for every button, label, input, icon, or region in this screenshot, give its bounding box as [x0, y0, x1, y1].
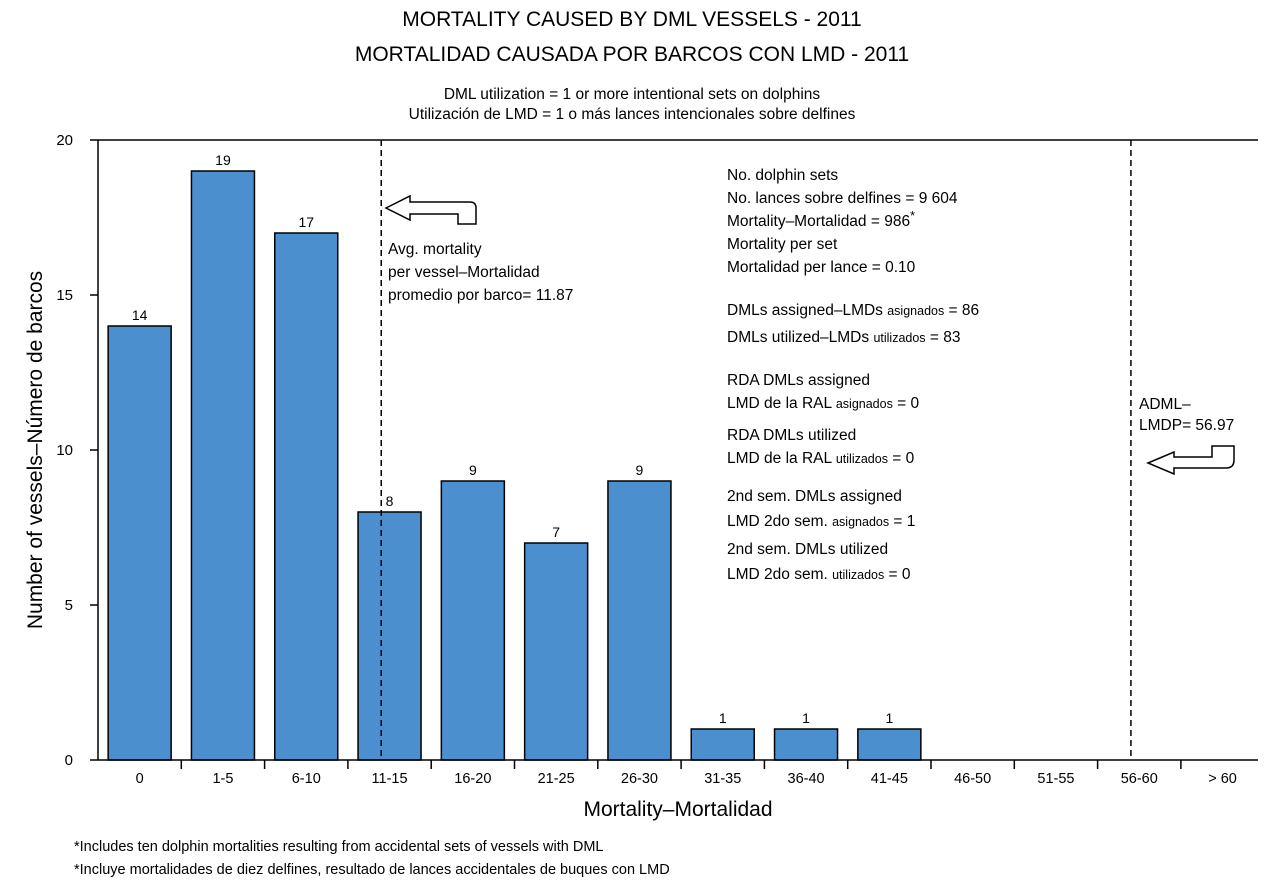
bar: [607, 480, 672, 761]
data-label: 17: [298, 214, 314, 230]
avg-mortality-annotation: Avg. mortality per vessel–Mortalidad pro…: [384, 194, 573, 304]
avg-mortality-label-2: per vessel–Mortalidad: [388, 264, 540, 281]
y-axis-title: Number of vessels–Número de barcos: [24, 271, 47, 629]
data-label: 7: [552, 524, 560, 540]
x-tick-label: 11-15: [372, 771, 408, 787]
adml-annotation: ADML– LMDP= 56.97: [1139, 396, 1235, 476]
data-label: 19: [215, 152, 231, 168]
adml-label-1: ADML–: [1139, 396, 1191, 413]
stats-2nd-sem-assigned-en: 2nd sem. DMLs assigned: [727, 488, 902, 505]
stats-mortality: Mortality–Mortalidad = 986*: [727, 209, 915, 230]
data-label: 9: [636, 462, 644, 478]
stats-rda-utilized-es: LMD de la RAL utilizados = 0: [727, 450, 915, 467]
x-tick-label: 1-5: [212, 771, 233, 787]
y-tick-label: 0: [65, 752, 73, 769]
x-tick-label: 31-35: [704, 771, 741, 787]
x-tick-label: 36-40: [788, 771, 825, 787]
avg-mortality-label-1: Avg. mortality: [388, 241, 482, 258]
stats-2nd-sem-utilized-es: LMD 2do sem. utilizados = 0: [727, 566, 911, 583]
avg-mortality-label-3: promedio por barco= 11.87: [388, 287, 573, 304]
bar: [190, 170, 256, 761]
data-label: 1: [885, 710, 893, 726]
bar: [690, 728, 755, 761]
x-tick-label: 16-20: [454, 771, 491, 787]
stats-mortality-per-set-es: Mortalidad per lance = 0.10: [727, 259, 916, 276]
stats-rda-utilized-en: RDA DMLs utilized: [727, 427, 856, 444]
stats-dmls-assigned: DMLs assigned–LMDs asignados = 86: [727, 302, 979, 319]
x-tick-label: 6-10: [292, 771, 321, 787]
stats-dmls-utilized: DMLs utilized–LMDs utilizados = 83: [727, 329, 960, 346]
y-tick-label: 20: [56, 132, 73, 149]
data-label: 14: [132, 307, 148, 323]
bar: [274, 232, 339, 761]
x-axis-title: Mortality–Mortalidad: [583, 798, 772, 821]
y-tick-label: 10: [56, 442, 73, 459]
stats-dolphin-sets-en: No. dolphin sets: [727, 167, 838, 184]
footnote-line-2: *Incluye mortalidades de diez delfines, …: [74, 862, 670, 878]
statistics-annotation: No. dolphin sets No. lances sobre delfin…: [727, 167, 979, 583]
bar: [440, 480, 506, 761]
chart-subtitle-line-1: DML utilization = 1 or more intentional …: [443, 86, 821, 103]
bar: [357, 511, 422, 761]
x-tick-label: 56-60: [1121, 771, 1158, 787]
y-tick-label: 5: [65, 597, 73, 614]
data-label: 1: [802, 710, 810, 726]
stats-dolphin-sets-es: No. lances sobre delfines = 9 604: [727, 190, 958, 207]
stats-2nd-sem-assigned-es: LMD 2do sem. asignados = 1: [727, 513, 915, 530]
bar: [107, 325, 172, 761]
left-arrow-icon: [1146, 445, 1235, 476]
bar: [523, 542, 589, 761]
x-tick-label: 0: [136, 771, 144, 787]
x-tick-label: 41-45: [871, 771, 908, 787]
x-tick-label: > 60: [1208, 771, 1237, 787]
data-label: 1: [719, 710, 727, 726]
stats-2nd-sem-utilized-en: 2nd sem. DMLs utilized: [727, 541, 888, 558]
adml-label-2: LMDP= 56.97: [1139, 417, 1234, 434]
chart-title-line-1: MORTALITY CAUSED BY DML VESSELS - 2011: [402, 8, 862, 31]
y-tick-label: 15: [56, 287, 73, 304]
stats-mortality-per-set-en: Mortality per set: [727, 236, 838, 253]
data-label: 8: [386, 493, 394, 509]
x-tick-label: 26-30: [621, 771, 658, 787]
x-tick-label: 51-55: [1037, 771, 1074, 787]
stats-rda-assigned-es: LMD de la RAL asignados = 0: [727, 395, 920, 412]
chart-subtitle-line-2: Utilización de LMD = 1 o más lances inte…: [408, 106, 856, 123]
stats-rda-assigned-en: RDA DMLs assigned: [727, 372, 870, 389]
bar: [857, 728, 922, 761]
data-label: 9: [469, 462, 477, 478]
x-tick-label: 46-50: [954, 771, 991, 787]
x-tick-label: 21-25: [538, 771, 575, 787]
chart-title-line-2: MORTALIDAD CAUSADA POR BARCOS CON LMD - …: [354, 43, 910, 66]
left-arrow-icon: [384, 194, 477, 225]
footnote-line-1: *Includes ten dolphin mortalities result…: [74, 839, 604, 855]
bar: [773, 728, 839, 761]
